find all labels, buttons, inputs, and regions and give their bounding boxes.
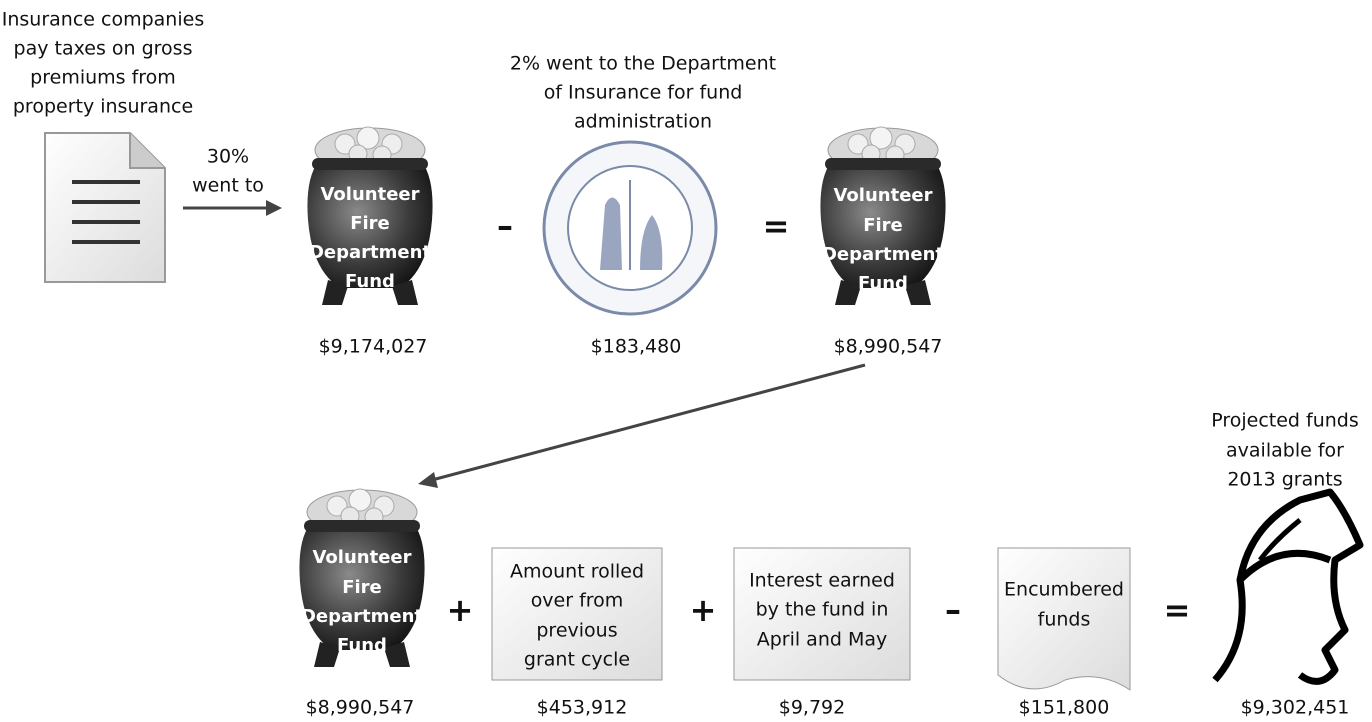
pot-label: Fund [858,273,908,294]
caption: 2% went to the Department [510,53,776,75]
box-text: Amount rolled [510,561,644,583]
box-text: grant cycle [524,649,630,671]
document-shape [997,547,1131,691]
caption: administration [574,111,712,133]
edge-label: 30% [207,146,249,168]
amount: $151,800 [1019,697,1110,719]
source-text: property insurance [13,96,193,118]
pot-label: Fund [345,271,395,292]
source-text: Insurance companies [2,9,204,31]
pot-label: Department [309,242,431,263]
seal-icon [542,140,718,316]
operator: – [945,591,961,629]
source: Insurance companies pay taxes on gross p… [2,9,204,283]
source-text: pay taxes on gross [14,38,193,60]
operator: = [1164,591,1191,629]
pot-label: Fire [863,215,903,236]
amount: $8,990,547 [834,336,943,358]
operator: = [763,207,790,245]
box-text: previous [536,620,617,642]
pot-label: Fire [342,577,382,598]
amount: $183,480 [591,336,682,358]
amount: $453,912 [537,697,628,719]
helmet-icon [1212,488,1364,685]
caption: Projected funds [1211,410,1359,432]
caption: available for [1226,440,1344,462]
arrow [183,200,282,216]
document-icon [44,132,166,283]
box-text: by the fund in [756,599,889,621]
amount: $9,792 [779,697,845,719]
edge-label: went to [192,175,264,197]
box [733,547,911,681]
box-text: Encumbered [1004,579,1124,601]
caption: of Insurance for fund [544,82,743,104]
box-text: over from [531,590,624,612]
pot-label: Volunteer [312,547,411,568]
caption: 2013 grants [1227,469,1342,491]
pot-label: Volunteer [320,184,419,205]
operator: – [497,207,513,245]
box [491,547,663,681]
pot-label: Volunteer [833,185,932,206]
box-text: Interest earned [749,570,895,592]
amount: $9,174,027 [319,336,428,358]
pot-label: Fire [350,213,390,234]
operator: + [690,591,717,629]
box-text: funds [1038,609,1091,631]
operator: + [447,591,474,629]
amount: $8,990,547 [306,697,415,719]
arrow [418,363,866,488]
box-text: April and May [757,629,888,651]
source-text: premiums from [30,67,176,89]
pot-label: Department [822,244,944,265]
amount: $9,302,451 [1241,697,1350,719]
pot-label: Fund [337,635,387,656]
pot-label: Department [301,606,423,627]
